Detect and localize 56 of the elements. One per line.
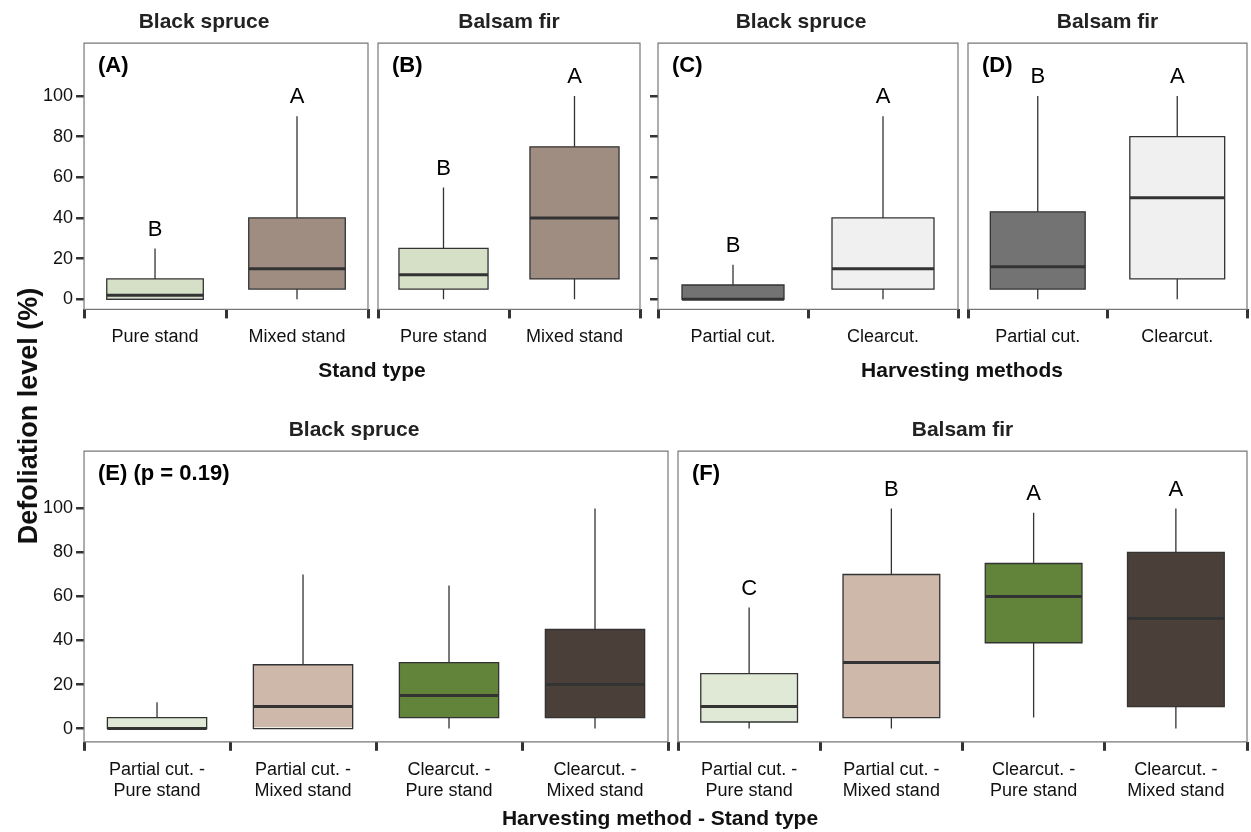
y-tick-label: 0 <box>63 717 74 738</box>
annotation: (B) <box>392 52 423 78</box>
x-axis-title: Stand type <box>317 358 427 382</box>
y-tick-label: 60 <box>53 585 74 606</box>
x-tick-label: Clearcut. - Pure stand <box>405 758 493 801</box>
x-tick-label: Clearcut. - Mixed stand <box>1127 758 1225 801</box>
x-tick-label: Partial cut. <box>690 326 776 347</box>
annotation: A <box>1168 475 1184 501</box>
y-tick-label: 100 <box>42 497 74 518</box>
y-tick-label: 100 <box>42 85 74 105</box>
chart-title: Balsam fir <box>1056 9 1159 33</box>
annotation: (E) (p = 0.19) <box>98 460 230 486</box>
x-tick-label: Clearcut. <box>846 326 920 347</box>
y-tick-label: 80 <box>53 125 74 146</box>
x-axis-title: Harvesting methods <box>860 358 1064 382</box>
x-tick-label: Partial cut. <box>995 326 1081 347</box>
chart-title: Balsam fir <box>911 417 1014 441</box>
y-tick-label: 60 <box>53 166 74 187</box>
x-tick-label: Partial cut. - Pure stand <box>701 758 798 801</box>
y-axis-title: Defoliation level (%) <box>12 287 44 545</box>
x-tick-label: Partial cut. - Mixed stand <box>842 758 940 801</box>
x-tick-label: Mixed stand <box>248 326 346 347</box>
x-axis-title: Harvesting method - Stand type <box>500 806 820 830</box>
x-tick-label: Pure stand <box>111 326 199 347</box>
annotation: (C) <box>672 52 703 78</box>
y-tick-label: 40 <box>53 206 74 227</box>
annotation: (D) <box>982 52 1013 78</box>
y-tick-label: 20 <box>53 247 74 268</box>
chart-title: Black spruce <box>288 417 420 441</box>
annotation: C <box>741 574 758 600</box>
annotation: (F) <box>692 460 721 486</box>
annotation: B <box>884 475 899 501</box>
y-tick-label: 40 <box>53 629 74 650</box>
x-tick-label: Pure stand <box>399 326 488 347</box>
annotation: (A) <box>98 52 129 78</box>
annotation: B <box>725 231 741 257</box>
x-tick-label: Clearcut. - Pure stand <box>990 758 1078 801</box>
y-tick-label: 0 <box>63 288 74 309</box>
annotation: A <box>567 63 583 89</box>
annotation: B <box>436 154 451 180</box>
chart-title: Black spruce <box>735 9 867 33</box>
x-tick-label: Mixed stand <box>525 326 624 347</box>
chart-title: Black spruce <box>138 9 270 33</box>
annotation: A <box>1169 63 1185 89</box>
annotation: B <box>147 215 163 241</box>
y-tick-label: 20 <box>53 673 74 694</box>
x-tick-label: Clearcut. - Mixed stand <box>546 758 644 801</box>
x-tick-label: Clearcut. <box>1141 326 1214 347</box>
annotation: A <box>1026 479 1042 505</box>
x-tick-label: Partial cut. - Mixed stand <box>254 758 352 801</box>
x-tick-label: Partial cut. - Pure stand <box>109 758 206 801</box>
y-tick-label: 80 <box>53 541 74 562</box>
annotation: A <box>289 83 305 109</box>
chart-title: Balsam fir <box>458 9 560 33</box>
annotation: A <box>875 83 891 109</box>
annotation: B <box>1030 63 1046 89</box>
